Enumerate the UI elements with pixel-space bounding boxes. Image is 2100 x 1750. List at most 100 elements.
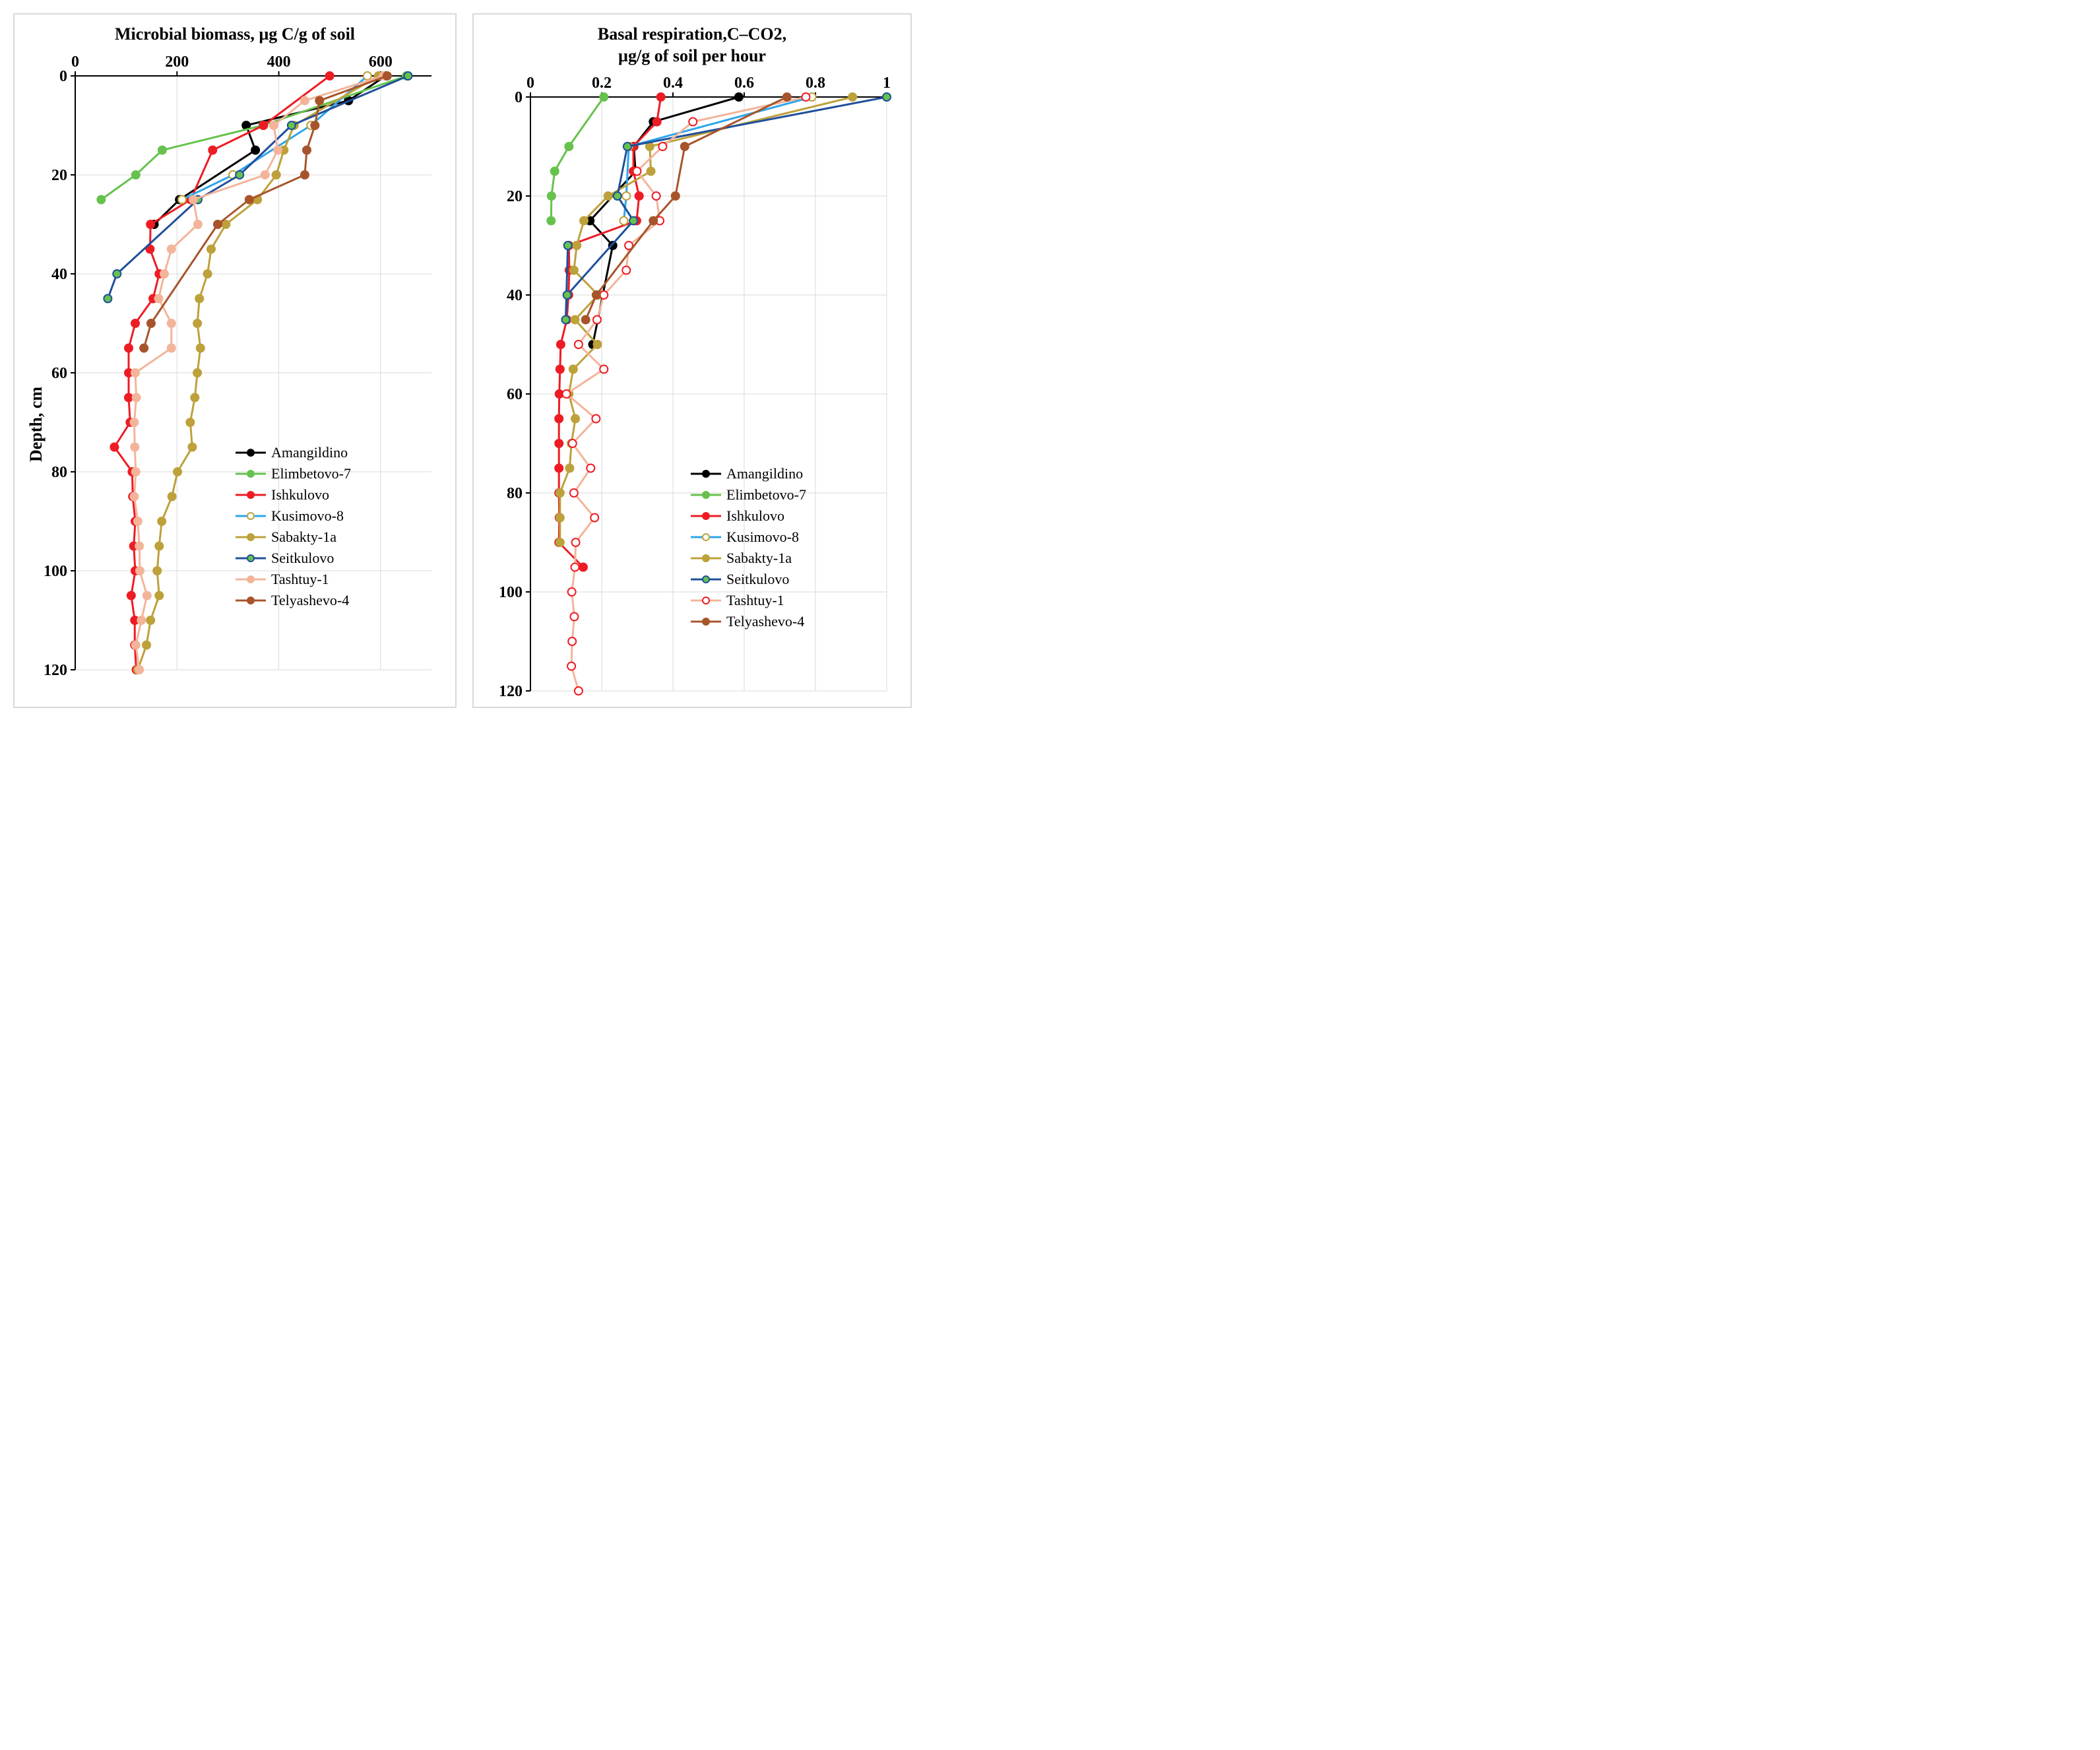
series-marker (137, 616, 145, 624)
legend-label: Sabakty-1a (726, 550, 792, 567)
svg-text:120: 120 (44, 662, 67, 676)
series-marker (568, 588, 576, 596)
series-marker (197, 344, 205, 352)
figure: Microbial biomass, µg C/g of soil 020040… (13, 13, 2087, 708)
series-marker (272, 171, 280, 179)
series-marker (131, 443, 139, 451)
series-marker (565, 465, 573, 472)
svg-text:0.6: 0.6 (734, 75, 754, 92)
series-marker (315, 96, 323, 104)
svg-text:0: 0 (59, 68, 67, 85)
series-marker (551, 168, 559, 176)
series-marker (326, 72, 334, 80)
svg-text:600: 600 (369, 53, 393, 71)
series-marker (604, 192, 612, 200)
svg-text:0.2: 0.2 (592, 75, 612, 92)
legend-swatch (236, 529, 266, 545)
series-marker (557, 340, 565, 348)
left-chart-legend: AmangildinoElimbetovo-7IshkulovoKusimovo… (236, 444, 351, 613)
legend-item: Tashtuy-1 (236, 571, 351, 588)
svg-text:60: 60 (507, 386, 523, 403)
legend-label: Kusimovo-8 (271, 507, 344, 525)
legend-label: Elimbetovo-7 (726, 486, 806, 503)
series-marker (189, 195, 197, 203)
legend-swatch (691, 529, 721, 545)
series-marker (130, 418, 138, 426)
right-chart-legend: AmangildinoElimbetovo-7IshkulovoKusimovo… (691, 465, 806, 634)
series-marker (113, 270, 121, 278)
series-marker (600, 291, 608, 299)
series-marker (104, 294, 111, 302)
legend-label: Seitkulovo (726, 571, 789, 588)
series-marker (251, 146, 259, 154)
svg-text:40: 40 (51, 266, 67, 283)
left-chart-title: Microbial biomass, µg C/g of soil (26, 24, 443, 46)
svg-text:80: 80 (507, 485, 523, 502)
right-chart-panel: Basal respiration,C–CO2,µg/g of soil per… (472, 13, 912, 708)
series-marker (97, 195, 105, 203)
series-marker (204, 270, 212, 278)
y-axis-label: Depth, cm (26, 387, 46, 462)
series-marker (556, 489, 564, 497)
series-marker (600, 366, 608, 373)
series-line (144, 76, 387, 348)
legend-item: Sabakty-1a (691, 550, 806, 567)
svg-text:100: 100 (44, 563, 67, 580)
series-marker (135, 666, 143, 674)
series-marker (571, 564, 579, 571)
legend-label: Ishkulovo (726, 507, 784, 525)
svg-text:20: 20 (51, 167, 67, 184)
svg-text:200: 200 (165, 53, 189, 71)
series-marker (155, 591, 163, 599)
legend-item: Elimbetovo-7 (691, 486, 806, 503)
svg-text:0: 0 (515, 89, 523, 106)
series-marker (136, 567, 144, 575)
series-marker (563, 291, 571, 299)
series-marker (288, 121, 296, 129)
legend-item: Telyashevo-4 (236, 592, 351, 609)
legend-swatch (691, 466, 721, 482)
series-marker (571, 415, 579, 423)
chart-title-line: Basal respiration,C–CO2, (486, 24, 899, 46)
series-marker (573, 242, 581, 249)
series-marker (131, 369, 139, 377)
svg-text:20: 20 (507, 188, 523, 205)
series-marker (125, 344, 133, 352)
series-marker (110, 443, 118, 451)
series-marker (261, 171, 269, 179)
series-marker (735, 93, 743, 101)
series-marker (556, 366, 564, 373)
legend-item: Sabakty-1a (236, 529, 351, 546)
svg-text:0.8: 0.8 (806, 75, 825, 92)
series-marker (582, 316, 590, 324)
series-marker (592, 291, 600, 299)
right-chart-title: Basal respiration,C–CO2,µg/g of soil per… (486, 24, 899, 67)
svg-text:0: 0 (526, 75, 534, 92)
series-marker (147, 319, 155, 327)
series-marker (587, 465, 594, 472)
legend-swatch (236, 445, 266, 461)
svg-text:40: 40 (507, 287, 523, 304)
series-line (551, 97, 604, 221)
series-marker (681, 143, 689, 150)
legend-label: Sabakty-1a (271, 529, 336, 546)
series-marker (178, 195, 186, 203)
legend-label: Amangildino (271, 444, 348, 461)
legend-swatch (236, 466, 266, 482)
series-marker (140, 344, 148, 352)
svg-text:60: 60 (51, 365, 67, 382)
legend-swatch (236, 571, 266, 587)
series-marker (132, 641, 140, 649)
series-marker (653, 118, 661, 126)
left-chart-svg: 0200400600020406080100120 (26, 46, 443, 676)
legend-item: Kusimovo-8 (236, 507, 351, 525)
series-marker (207, 245, 215, 253)
series-marker (570, 613, 578, 621)
series-marker (620, 217, 627, 225)
svg-text:0.4: 0.4 (663, 75, 683, 92)
series-marker (174, 468, 181, 476)
series-marker (270, 121, 278, 129)
series-line (590, 97, 739, 344)
left-chart-panel: Microbial biomass, µg C/g of soil 0 200 40… (13, 13, 457, 708)
series-marker (132, 171, 140, 179)
